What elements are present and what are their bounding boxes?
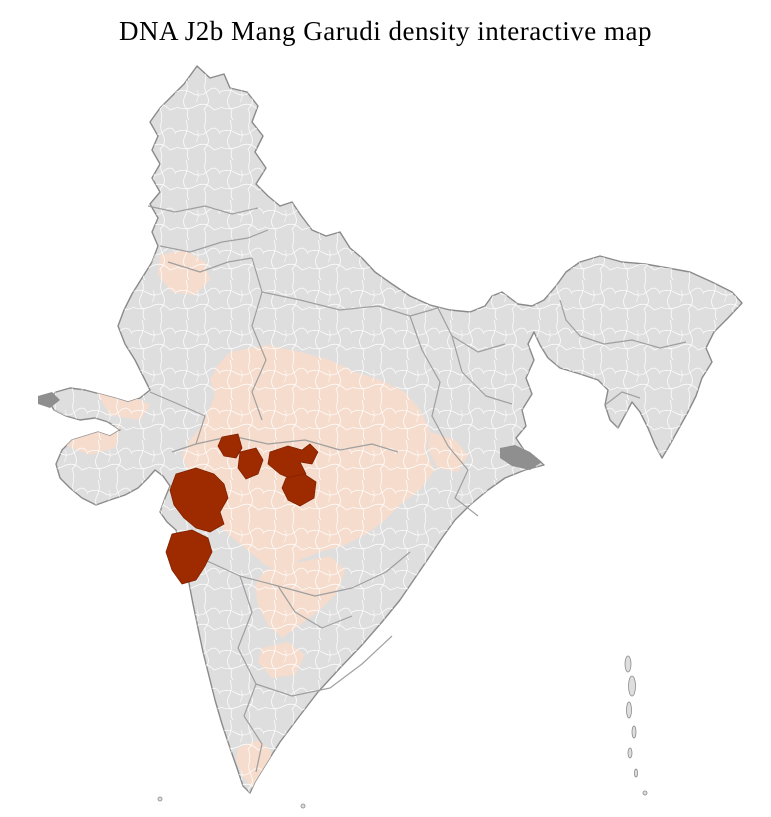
high-density-group xyxy=(165,433,319,585)
district-high-density[interactable] xyxy=(237,447,264,480)
andaman-nicobar-island[interactable] xyxy=(624,655,632,673)
delta-patches-group xyxy=(38,392,542,470)
island-speck xyxy=(157,796,163,802)
andaman-nicobar-island[interactable] xyxy=(631,725,637,739)
district-high-density[interactable] xyxy=(165,529,213,585)
islands-group xyxy=(157,655,648,809)
district-high-density[interactable] xyxy=(267,443,319,481)
water-delta-patch xyxy=(500,445,542,470)
district-high-density[interactable] xyxy=(217,433,243,459)
andaman-nicobar-island[interactable] xyxy=(626,701,632,719)
district-high-density[interactable] xyxy=(169,467,229,533)
island-speck xyxy=(300,803,306,809)
district-high-density[interactable] xyxy=(281,473,317,507)
andaman-nicobar-island[interactable] xyxy=(634,768,638,778)
page-title: DNA J2b Mang Garudi density interactive … xyxy=(119,16,652,46)
andaman-nicobar-island[interactable] xyxy=(628,675,636,697)
water-delta-patch xyxy=(38,392,60,408)
island-speck xyxy=(642,790,648,796)
district-boundaries-texture xyxy=(48,66,742,793)
state-boundaries xyxy=(147,205,687,773)
andaman-nicobar-island[interactable] xyxy=(627,747,633,759)
